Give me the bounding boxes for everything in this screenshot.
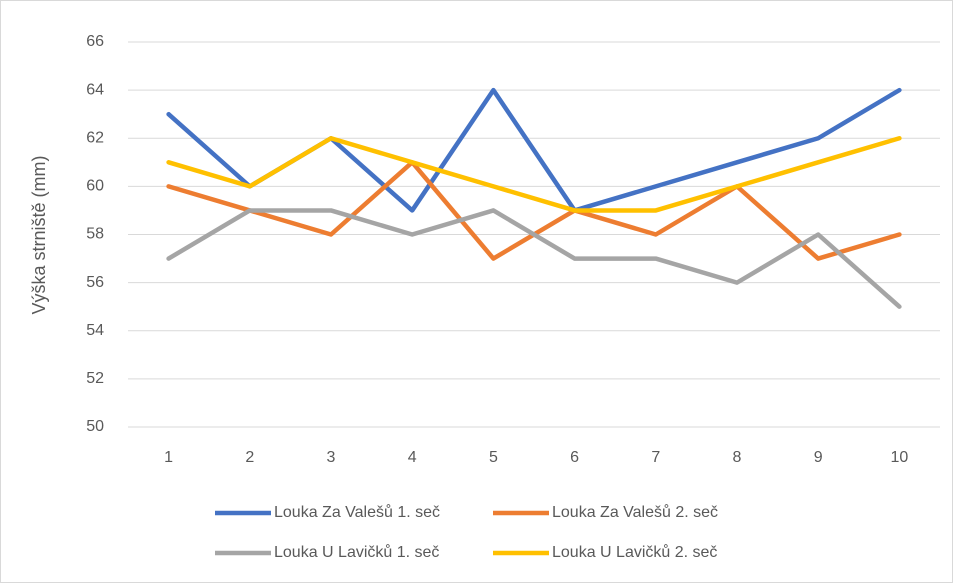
x-tick-label: 7 xyxy=(651,449,660,466)
y-tick-label: 62 xyxy=(86,129,104,146)
y-tick-label: 56 xyxy=(86,274,104,291)
y-tick-label: 60 xyxy=(86,178,104,195)
series-line xyxy=(166,208,902,309)
y-tick-label: 66 xyxy=(86,33,104,50)
x-tick-label: 4 xyxy=(408,449,417,466)
legend-label: Louka U Lavičků 1. seč xyxy=(274,543,439,561)
legend-label: Louka Za Valešů 1. seč xyxy=(274,503,440,521)
legend-label: Louka U Lavičků 2. seč xyxy=(552,543,717,561)
y-tick-label: 54 xyxy=(86,322,104,339)
x-tick-label: 6 xyxy=(570,449,579,466)
y-tick-label: 58 xyxy=(86,226,104,243)
y-tick-label: 52 xyxy=(86,370,104,387)
series-line xyxy=(166,136,902,213)
y-tick-label: 64 xyxy=(86,81,104,98)
x-tick-label: 5 xyxy=(489,449,498,466)
y-axis-label: Výška strniště (mm) xyxy=(29,155,49,314)
x-tick-label: 8 xyxy=(733,449,742,466)
x-tick-label: 9 xyxy=(814,449,823,466)
legend-label: Louka Za Valešů 2. seč xyxy=(552,503,718,521)
x-tick-label: 3 xyxy=(327,449,336,466)
x-tick-label: 1 xyxy=(164,449,173,466)
x-tick-label: 10 xyxy=(891,449,909,466)
y-tick-label: 50 xyxy=(86,418,104,435)
x-tick-label: 2 xyxy=(245,449,254,466)
